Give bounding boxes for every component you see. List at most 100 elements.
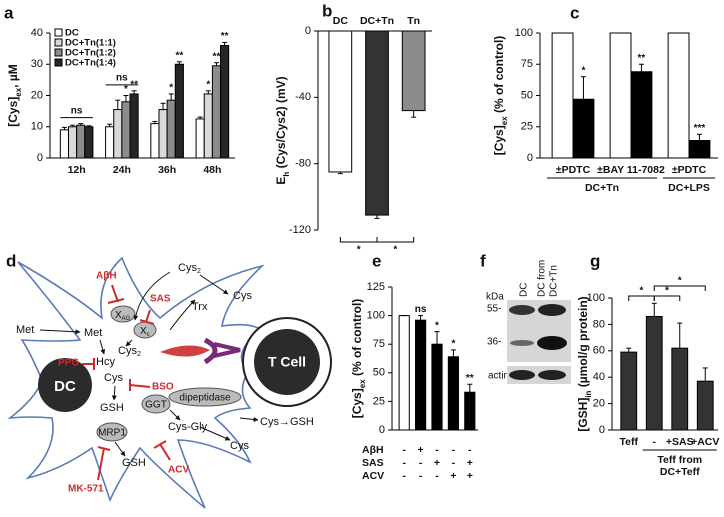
bar [609, 32, 632, 159]
y-tick-label: 0 [305, 25, 311, 37]
treatment-sign: + [418, 444, 424, 456]
dc-nucleus [38, 358, 92, 412]
significance: ** [638, 53, 646, 64]
comparison-label: * [678, 276, 682, 287]
label: 2 [137, 351, 141, 358]
y-axis-label: [GSH] [576, 398, 590, 432]
panel-letter: e [372, 251, 381, 270]
bar [551, 32, 574, 159]
y-tick-label: 20 [593, 398, 605, 410]
y-tick-label: 0 [379, 424, 385, 436]
x-tick-label: ±PDTC [672, 164, 707, 176]
band [510, 340, 534, 346]
label: Cys-Gly [168, 421, 208, 433]
x-tick-label: +SAS [666, 436, 694, 448]
significance: ** [175, 50, 183, 61]
enzyme [141, 394, 171, 414]
treatment-sign: - [452, 457, 456, 469]
bar [415, 319, 427, 431]
bar [211, 65, 222, 159]
label: Cys [178, 262, 197, 274]
bar [645, 315, 663, 431]
y-axis-label: ex [14, 87, 23, 96]
band [509, 370, 535, 380]
y-tick-label: 60 [593, 345, 605, 357]
bar [667, 32, 690, 159]
significance: * [169, 83, 173, 94]
comparison-bracket [339, 237, 378, 243]
label: GGT [145, 400, 167, 411]
inhibitor-label: MK-571 [68, 484, 104, 495]
y-axis-label: h [282, 172, 291, 177]
comparison-bracket [376, 237, 415, 243]
label: Cys [233, 290, 252, 302]
treatment-sign: - [435, 444, 439, 456]
y-tick-label: 25 [373, 395, 385, 407]
treatment-sign: - [452, 444, 456, 456]
x-tick-label: Teff [620, 436, 639, 448]
bar [166, 99, 176, 159]
significance: * [451, 339, 455, 350]
legend-label: DC [65, 28, 79, 39]
bar [67, 126, 78, 159]
y-axis-label: [Cys] [6, 97, 20, 127]
treatment-sign: - [468, 444, 472, 456]
legend-swatch [54, 58, 63, 67]
group-label: Teff from [657, 454, 702, 466]
bar [76, 124, 86, 159]
bar [113, 109, 123, 159]
label: 2 [197, 268, 201, 275]
diagram: d Cys2 Cys AβH SAS XAG Xc Trx Met Met Cy… [6, 251, 332, 509]
bar [195, 118, 205, 159]
t-cell-nucleus [254, 329, 320, 395]
group-label: DC+Tn [585, 182, 619, 194]
label: Cys2 [178, 262, 201, 275]
treatment-sign: + [434, 457, 440, 469]
synapse [160, 345, 210, 357]
label: Cys [118, 345, 137, 357]
x-tick-label: ±BAY 11-7082 [597, 164, 665, 176]
significance: * [581, 65, 585, 76]
cell-outline [7, 256, 265, 509]
y-tick-label: 125 [367, 281, 385, 293]
significance: ** [221, 31, 229, 42]
y-tick-label: 20 [31, 89, 43, 101]
label: GSH [100, 402, 124, 414]
label: dipeptidase [179, 393, 231, 404]
group-significance: ns [71, 105, 83, 116]
y-axis-label: [Cys]ex, µM [6, 64, 22, 127]
x-tick-label: 12h [68, 164, 86, 176]
bar [150, 123, 160, 159]
treatment-sign: - [419, 470, 423, 482]
y-tick-label: 75 [521, 58, 533, 70]
bar [328, 30, 353, 173]
y-axis-label: [Cys] [492, 125, 506, 155]
y-tick-label: -120 [289, 224, 311, 236]
bar [129, 93, 139, 159]
bar [105, 126, 115, 159]
y-tick-label: 50 [521, 89, 533, 101]
enzyme [168, 387, 242, 407]
y-tick-label: 100 [515, 27, 533, 39]
treatment-sign: - [402, 444, 406, 456]
label: AG [122, 316, 131, 322]
treatment-name: SAS [362, 457, 384, 469]
bar [620, 351, 638, 431]
synapse [203, 337, 218, 365]
y-tick-label: 40 [593, 371, 605, 383]
comparison-bracket [628, 295, 655, 301]
label: T Cell [268, 354, 306, 370]
western-blot: f kDa 55- 36- actin DC DC from DC+Tn [480, 251, 571, 384]
comparison-label: * [393, 245, 397, 256]
label: GSH [122, 457, 146, 469]
arrows [39, 271, 259, 457]
group-label: DC+LPS [668, 182, 710, 194]
comparison-label: * [640, 286, 644, 297]
label: Cys→GSH [260, 416, 314, 428]
y-tick-label: 50 [373, 367, 385, 379]
receptor [213, 342, 241, 358]
inhibitor-label: ACV [168, 465, 189, 476]
panel-letter: d [6, 251, 16, 270]
label: Xc [140, 326, 150, 338]
y-axis-label: (% of control) [350, 299, 364, 380]
